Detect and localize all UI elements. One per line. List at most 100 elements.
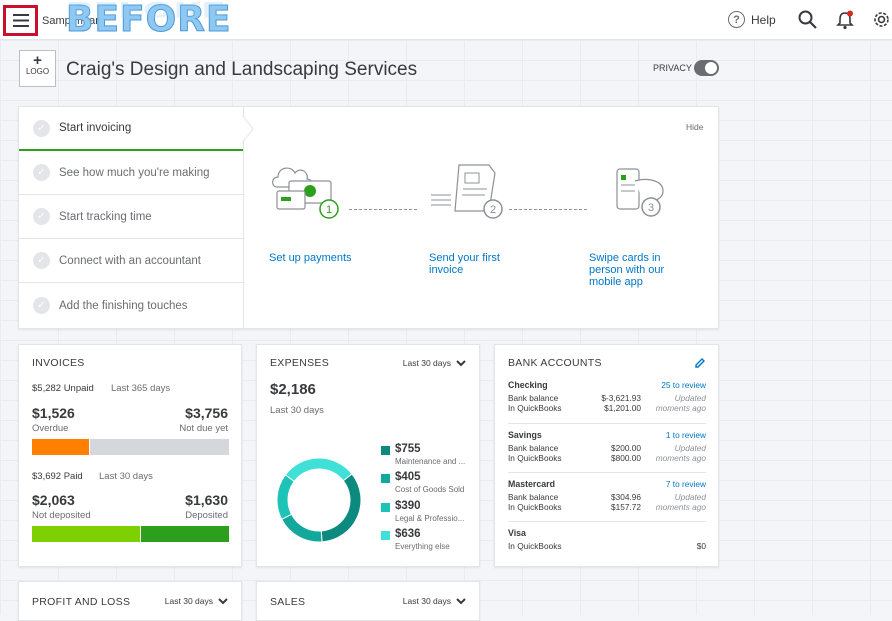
account-name: Checking [508,380,548,390]
setup-step-tracking-time[interactable]: ✓ Start tracking time [19,195,243,239]
qb-balance-label: In QuickBooks [508,453,562,463]
swipe-cards-link[interactable]: Swipe cards in person with our mobile ap… [589,252,664,288]
bank-accounts-title: BANK ACCOUNTS [508,357,602,369]
updated-label: Updated [674,492,706,502]
check-icon: ✓ [33,252,50,269]
logo-label: LOGO [25,67,50,76]
legend-swatch [381,503,390,512]
notdue-bar-segment[interactable] [90,439,229,455]
setup-guide-card: ✓ Start invoicing ✓ See how much you're … [18,106,719,329]
expenses-total: $2,186 [270,381,316,398]
search-icon[interactable] [798,10,817,29]
review-link[interactable]: 25 to review [661,380,706,390]
deposited-bar-segment[interactable] [141,526,229,542]
updated-time: moments ago [655,403,706,413]
legend-label: Everything else [395,542,450,551]
legend-value: $390 [395,500,421,512]
expenses-card: EXPENSES Last 30 days $2,186 Last 30 day… [256,344,480,567]
sales-title: SALES [270,596,306,608]
updated-label: Updated [674,393,706,403]
donut-slice[interactable] [281,513,323,543]
qb-balance-label: In QuickBooks [508,541,562,551]
setup-step-see-making[interactable]: ✓ See how much you're making [19,151,243,195]
bank-account-mastercard[interactable]: Mastercard 7 to review Bank balance $304… [508,479,706,515]
notdue-label: Not due yet [179,423,228,434]
notdue-value: $3,756 [185,405,228,421]
overdue-bar-segment[interactable] [32,439,89,455]
help-button[interactable]: ? Help [728,11,776,28]
donut-slice[interactable] [284,457,353,483]
hide-link[interactable]: Hide [686,122,704,132]
before-overlay-label: BEFORE [66,0,232,41]
qb-balance-value: $1,201.00 [604,403,641,413]
task-number: 2 [490,204,496,216]
bank-account-visa[interactable]: Visa In QuickBooks $0 [508,528,706,554]
bell-icon[interactable] [836,10,855,30]
bank-balance-value: $200.00 [611,443,641,453]
chevron-down-icon [456,597,466,604]
bank-account-savings[interactable]: Savings 1 to review Bank balance $200.00… [508,430,706,466]
setup-step-label: See how much you're making [59,166,210,179]
qb-balance-label: In QuickBooks [508,403,562,413]
menu-button[interactable] [3,5,38,36]
send-first-invoice-link[interactable]: Send your first invoice [429,252,500,276]
setup-step-connect-accountant[interactable]: ✓ Connect with an accountant [19,239,243,283]
task-number: 3 [648,202,654,214]
account-name: Savings [508,430,542,440]
task-label-line: Set up payments [269,252,352,264]
connector [509,209,587,210]
setup-step-finishing-touches[interactable]: ✓ Add the finishing touches [19,283,243,328]
setup-step-label: Add the finishing touches [59,299,188,312]
paid-amount: $3,692 Paid [32,471,83,482]
unpaid-bar[interactable] [32,439,229,456]
overdue-label: Overdue [32,423,69,434]
unpaid-amount: $5,282 Unpaid [32,383,94,394]
add-logo-button[interactable]: + LOGO [19,50,56,87]
expenses-donut-chart[interactable] [269,450,369,550]
paid-bar[interactable] [32,526,229,543]
notdeposited-bar-segment[interactable] [32,526,140,542]
invoice-illustration-icon: 2 [431,164,503,219]
divider [243,107,244,328]
qb-balance-value: $0 [696,541,706,551]
bank-account-checking[interactable]: Checking 25 to review Bank balance $-3,6… [508,380,706,416]
profit-loss-card: PROFIT AND LOSS Last 30 days [18,581,242,621]
task-label-line: Send your first [429,252,500,264]
notdeposited-value: $2,063 [32,492,75,508]
account-name: Visa [508,528,526,538]
expenses-period-dropdown[interactable]: Last 30 days [403,358,466,368]
donut-slice[interactable] [320,473,362,543]
bank-balance-label: Bank balance [508,443,559,453]
divider [508,423,706,424]
set-up-payments-link[interactable]: Set up payments [269,252,352,264]
pencil-icon[interactable] [695,357,706,368]
setup-step-start-invoicing[interactable]: ✓ Start invoicing [19,107,243,151]
chevron-down-icon [218,597,228,604]
donut-slice[interactable] [276,474,295,521]
help-icon: ? [728,11,745,28]
updated-time: moments ago [655,502,706,512]
check-icon: ✓ [33,164,50,181]
payments-illustration-icon: 1 [272,167,339,219]
legend-value: $405 [395,471,421,483]
check-icon: ✓ [33,297,50,314]
gear-icon[interactable] [872,10,891,29]
qb-balance-value: $800.00 [611,453,641,463]
profit-loss-period-dropdown[interactable]: Last 30 days [165,596,228,606]
bank-balance-value: $-3,621.93 [601,393,641,403]
card-reader-illustration-icon: 3 [616,168,664,217]
setup-step-label: Start invoicing [59,122,132,134]
dropdown-label: Last 30 days [164,596,213,606]
account-name: Mastercard [508,479,555,489]
privacy-toggle[interactable] [694,60,719,76]
review-link[interactable]: 7 to review [665,479,706,489]
review-link[interactable]: 1 to review [665,430,706,440]
legend-label: Maintenance and ... [395,457,466,466]
updated-label: Updated [674,443,706,453]
legend-label: Cost of Goods Sold [395,485,465,494]
company-name-short[interactable]: Samp mpan [42,15,102,27]
overdue-value: $1,526 [32,405,75,421]
invoices-title: INVOICES [32,357,85,369]
deposited-value: $1,630 [185,492,228,508]
sales-period-dropdown[interactable]: Last 30 days [403,596,466,606]
